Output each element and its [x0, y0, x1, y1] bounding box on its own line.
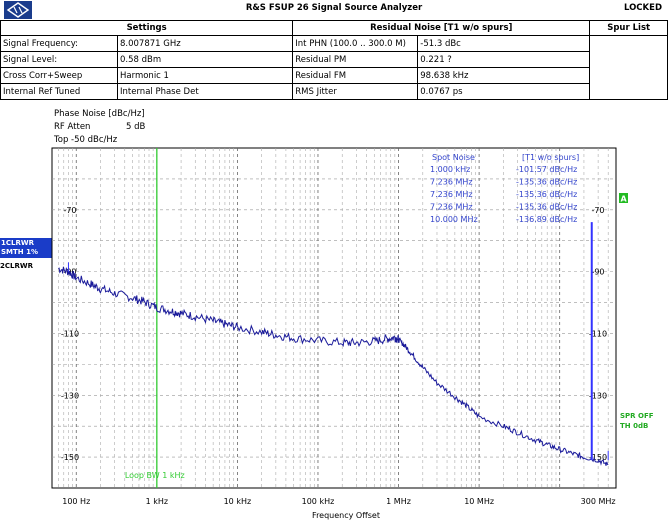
- top-level-label: Top -50 dBc/Hz: [54, 135, 118, 145]
- table-row: Cross Corr+Sweep Harmonic 1 Residual FM …: [0, 67, 668, 84]
- x-axis-label: Frequency Offset: [312, 511, 380, 520]
- y-tick-label: -70: [63, 206, 76, 215]
- marker-a-badge: [619, 193, 628, 203]
- x-tick-label: 1 MHz: [386, 497, 411, 506]
- x-tick-label: 10 kHz: [224, 497, 252, 506]
- marker-a-label: A: [621, 195, 628, 204]
- row-label: Internal Ref Tuned: [0, 83, 118, 100]
- spot-noise-freq: 10.000 MHz: [430, 215, 478, 224]
- row-value: Internal Phase Det: [116, 83, 294, 100]
- y-tick-label: -90: [591, 268, 604, 277]
- app-title: R&S FSUP 26 Signal Source Analyzer: [245, 3, 423, 13]
- y-tick-label: -70: [591, 206, 604, 215]
- y-tick-label: -150: [61, 453, 79, 462]
- x-tick-label: 100 Hz: [62, 497, 90, 506]
- y-tick-label: -150: [589, 453, 607, 462]
- spot-noise-freq: 1.000 kHz: [430, 165, 470, 174]
- trace-1-line: [58, 266, 609, 466]
- rohde-schwarz-logo-icon: [4, 1, 32, 19]
- y-tick-label: -130: [61, 391, 79, 400]
- spot-noise-freq: 7.236 MHz: [430, 190, 473, 199]
- spot-noise-freq: 7.236 MHz: [430, 178, 473, 187]
- spot-noise-header-trace: [T1 w/o spurs]: [522, 153, 579, 162]
- trace1-badge[interactable]: 1CLRWR SMTH 1%: [0, 238, 52, 258]
- trace1-smoothing: SMTH 1%: [1, 248, 38, 256]
- x-tick-label: 10 MHz: [464, 497, 494, 506]
- lock-status: LOCKED: [623, 3, 662, 13]
- table-row: Signal Frequency: 8.007871 GHz Int PHN (…: [0, 35, 668, 100]
- spur-threshold: TH 0dB: [620, 422, 648, 430]
- rf-atten-value: 5 dB: [126, 122, 146, 132]
- x-tick-label: 1 kHz: [146, 497, 168, 506]
- x-tick-label: 300 MHz: [581, 497, 616, 506]
- y-tick-label: -130: [589, 391, 607, 400]
- table-row: Signal Level: 0.58 dBm Residual PM 0.221…: [0, 51, 668, 68]
- rf-atten-label: RF Atten: [54, 122, 91, 132]
- plot-frame: [51, 147, 617, 489]
- spot-noise-value: -101.57 dBc/Hz: [516, 165, 577, 174]
- table-row: Internal Ref Tuned Internal Phase Det RM…: [0, 83, 668, 100]
- spot-noise-value: -135.36 dBc/Hz: [516, 178, 577, 187]
- spot-noise-freq: 7.236 MHz: [430, 203, 473, 212]
- trace2-label[interactable]: 2CLRWR: [0, 262, 33, 270]
- y-tick-label: -110: [61, 329, 79, 338]
- spur-list-cell: [589, 35, 668, 100]
- spot-noise-value: -135.36 dBc/Hz: [516, 203, 577, 212]
- y-unit-label: Phase Noise [dBc/Hz]: [54, 109, 145, 119]
- x-tick-label: 100 kHz: [302, 497, 335, 506]
- summary-table: Settings Residual Noise [T1 w/o spurs] S…: [0, 20, 668, 100]
- loop-bw-label: Loop BW 1 kHz: [125, 471, 185, 480]
- spot-noise-value: -136.89 dBc/Hz: [516, 215, 577, 224]
- row-value: 0.0767 ps: [417, 83, 591, 100]
- spur-removal-status: SPR OFF: [620, 412, 654, 420]
- trace1-mode: 1CLRWR: [1, 239, 34, 247]
- y-tick-label: -110: [589, 329, 607, 338]
- spot-noise-value: -135.36 dBc/Hz: [516, 190, 577, 199]
- spot-noise-header: Spot Noise: [432, 153, 475, 162]
